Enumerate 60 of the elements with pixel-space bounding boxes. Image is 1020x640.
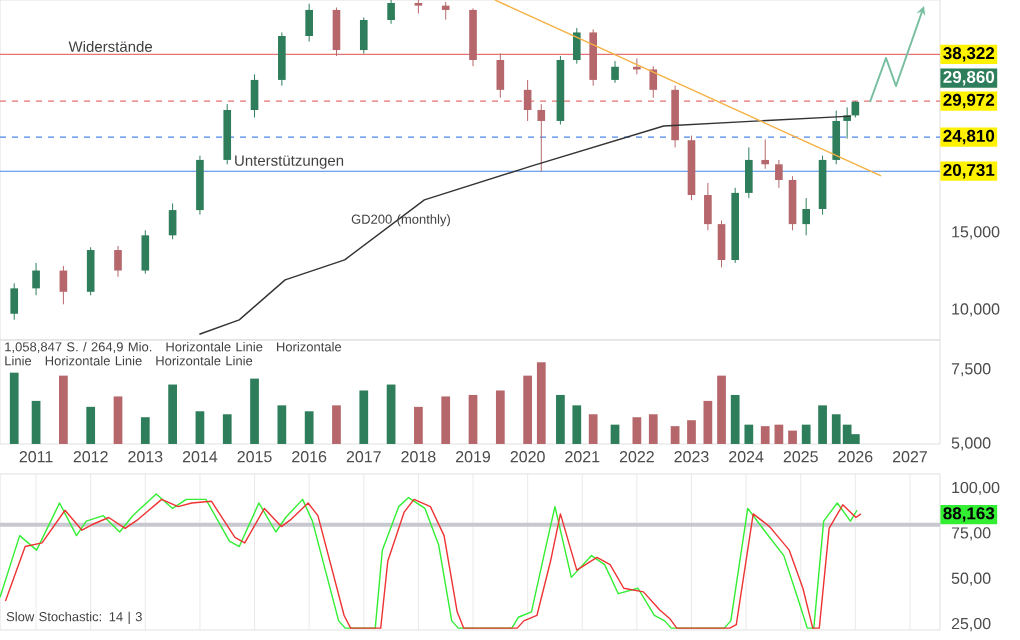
line-series [198, 115, 852, 335]
x-tick-label: 2027 [892, 451, 927, 463]
x-tick-label: 2018 [401, 451, 436, 463]
candlestick [32, 262, 40, 296]
text: 29,860 [943, 70, 995, 86]
candlestick [611, 60, 619, 84]
candlestick [523, 79, 532, 122]
candlestick [832, 110, 841, 165]
y-tick-label: 10,000 [952, 303, 1000, 317]
candlestick [761, 138, 770, 170]
candlestick [114, 245, 122, 278]
candlestick [250, 73, 259, 118]
x-tick-label: 2022 [619, 451, 654, 463]
y-tick-label: 15,000 [952, 226, 1000, 240]
candlestick [168, 202, 177, 240]
ref-line-label: 38,322 [943, 47, 995, 62]
x-tick-label: 2015 [237, 451, 272, 463]
ref-line-label: 20,731 [943, 163, 995, 179]
y-tick-label: 7,500 [951, 363, 991, 377]
x-tick-label: 2020 [510, 451, 545, 463]
text: 88,163 [943, 507, 995, 522]
ref-line-label: 24,810 [943, 129, 995, 145]
candlestick [305, 3, 313, 42]
candlestick [537, 103, 546, 173]
y-tick-label: 5,000 [951, 437, 991, 451]
candlestick [141, 229, 150, 275]
y-tick-label: 50,00 [951, 572, 991, 586]
x-tick-label: 2017 [346, 451, 381, 463]
x-tick-label: 2025 [783, 451, 818, 463]
candlestick [649, 65, 658, 99]
candlestick [359, 17, 368, 54]
candlestick [745, 146, 753, 199]
candlestick [86, 246, 95, 296]
candlestick [387, 0, 395, 25]
x-tick-label: 2016 [292, 451, 327, 463]
x-tick-label: 2021 [565, 451, 600, 463]
candlestick [496, 52, 505, 99]
y-tick-label: 25,00 [951, 617, 991, 632]
candlestick [278, 31, 286, 87]
x-tick-label: 2014 [182, 451, 218, 463]
x-tick-label: 2024 [729, 451, 764, 463]
candlestick [775, 159, 783, 189]
y-tick-label: 100,00 [952, 481, 1000, 496]
x-tick-label: 2013 [128, 451, 163, 463]
candlestick [704, 182, 712, 231]
candlestick [589, 28, 597, 87]
candlestick [59, 265, 68, 305]
candlestick [802, 197, 811, 236]
x-tick-label: 2019 [456, 451, 491, 463]
candlestick [572, 27, 581, 65]
x-tick-label: 2023 [674, 451, 709, 463]
candlestick [332, 7, 341, 57]
candlestick [717, 220, 726, 268]
y-tick-label: 75,00 [951, 527, 991, 541]
candlestick [788, 175, 797, 231]
candlestick [10, 282, 19, 321]
x-tick-label: 2012 [73, 451, 108, 463]
ref-line-label: 29,972 [943, 93, 995, 109]
x-tick-label: 2011 [19, 451, 53, 463]
x-tick-label: 2026 [838, 451, 873, 463]
